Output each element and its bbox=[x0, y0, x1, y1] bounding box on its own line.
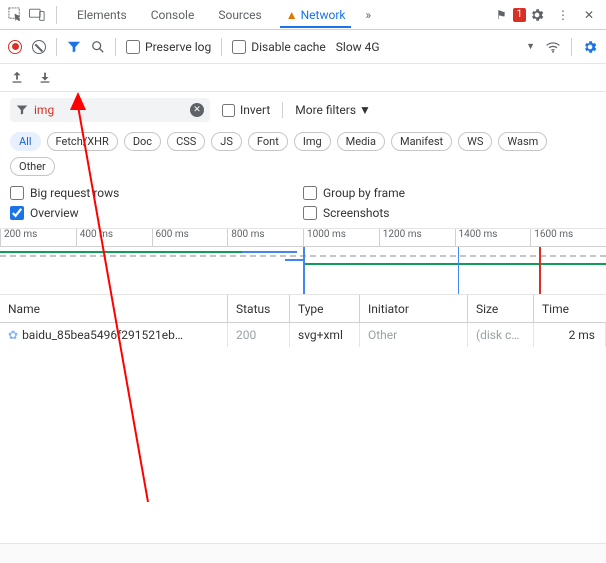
overview-timeline[interactable]: 200 ms400 ms600 ms800 ms1000 ms1200 ms14… bbox=[0, 229, 606, 295]
overview-label: Overview bbox=[30, 206, 79, 220]
tab-sources[interactable]: Sources bbox=[208, 2, 271, 27]
timeline-tick: 600 ms bbox=[152, 229, 228, 246]
issues-badge: 1 bbox=[513, 8, 527, 22]
cell-initiator: Other bbox=[360, 323, 468, 347]
warning-icon: ▲ bbox=[286, 8, 298, 22]
tab-elements[interactable]: Elements bbox=[67, 2, 137, 27]
clear-filter-icon[interactable]: ✕ bbox=[190, 103, 204, 117]
cell-size: (disk c… bbox=[468, 323, 534, 347]
throttling-label: Slow 4G bbox=[336, 40, 380, 54]
invert-checkbox[interactable]: Invert bbox=[222, 103, 270, 117]
timeline-tick: 1200 ms bbox=[379, 229, 455, 246]
big-rows-label: Big request rows bbox=[30, 186, 119, 200]
divider bbox=[571, 38, 572, 56]
clear-button[interactable] bbox=[32, 40, 46, 54]
tab-network[interactable]: ▲Network bbox=[276, 2, 356, 27]
chip-font[interactable]: Font bbox=[248, 132, 288, 151]
preserve-log-input[interactable] bbox=[126, 40, 140, 54]
timeline-tick: 200 ms bbox=[0, 229, 76, 246]
preserve-log-checkbox[interactable]: Preserve log bbox=[126, 40, 211, 54]
settings-gear-icon[interactable] bbox=[582, 39, 598, 55]
chip-doc[interactable]: Doc bbox=[124, 132, 161, 151]
preserve-log-label: Preserve log bbox=[145, 40, 211, 54]
divider bbox=[56, 38, 57, 56]
search-icon[interactable] bbox=[91, 40, 105, 54]
table-row[interactable]: ✿baidu_85bea5496f291521eb…200svg+xmlOthe… bbox=[0, 323, 606, 347]
group-frame-label: Group by frame bbox=[323, 186, 405, 200]
issues-indicator[interactable]: ⚑1 bbox=[500, 8, 522, 22]
screenshots-checkbox[interactable]: Screenshots bbox=[303, 206, 596, 220]
filter-input-container[interactable]: ✕ bbox=[10, 98, 210, 122]
cell-name: ✿baidu_85bea5496f291521eb… bbox=[0, 323, 228, 347]
chip-js[interactable]: JS bbox=[211, 132, 242, 151]
chip-all[interactable]: All bbox=[10, 132, 41, 151]
chip-ws[interactable]: WS bbox=[458, 132, 492, 151]
upload-har-icon[interactable] bbox=[10, 70, 24, 84]
more-tabs[interactable]: » bbox=[359, 8, 377, 22]
download-har-icon[interactable] bbox=[38, 70, 52, 84]
device-toolbar-icon[interactable] bbox=[28, 6, 46, 24]
throttling-select[interactable]: Slow 4G bbox=[336, 40, 380, 54]
big-rows-input[interactable] bbox=[10, 186, 24, 200]
chip-css[interactable]: CSS bbox=[167, 132, 205, 151]
chip-other[interactable]: Other bbox=[10, 157, 55, 176]
filter-funnel-icon bbox=[16, 104, 28, 116]
col-initiator[interactable]: Initiator bbox=[360, 295, 468, 322]
more-filters-button[interactable]: More filters ▼ bbox=[295, 103, 371, 117]
screenshots-input[interactable] bbox=[303, 206, 317, 220]
divider bbox=[115, 38, 116, 56]
gear-icon[interactable] bbox=[526, 7, 548, 23]
overview-input[interactable] bbox=[10, 206, 24, 220]
divider bbox=[221, 38, 222, 56]
tab-network-label: Network bbox=[301, 8, 346, 22]
timeline-tick: 800 ms bbox=[227, 229, 303, 246]
divider bbox=[282, 102, 283, 118]
screenshots-label: Screenshots bbox=[323, 206, 389, 220]
col-type[interactable]: Type bbox=[290, 295, 360, 322]
chip-media[interactable]: Media bbox=[337, 132, 385, 151]
more-filters-label: More filters bbox=[295, 103, 356, 117]
file-icon: ✿ bbox=[8, 328, 18, 342]
disable-cache-checkbox[interactable]: Disable cache bbox=[232, 40, 326, 54]
table-header: Name Status Type Initiator Size Time bbox=[0, 295, 606, 323]
chevron-down-icon: ▼ bbox=[359, 103, 371, 117]
timeline-tick: 1000 ms bbox=[303, 229, 379, 246]
cell-time: 2 ms bbox=[534, 323, 606, 347]
chip-wasm[interactable]: Wasm bbox=[498, 132, 547, 151]
col-status[interactable]: Status bbox=[228, 295, 290, 322]
filter-toggle-icon[interactable] bbox=[67, 40, 81, 54]
timeline-tick: 1600 ms bbox=[530, 229, 606, 246]
invert-input[interactable] bbox=[222, 104, 235, 117]
invert-label: Invert bbox=[240, 103, 270, 117]
overview-checkbox[interactable]: Overview bbox=[10, 206, 303, 220]
kebab-menu-icon[interactable]: ⋮ bbox=[552, 8, 574, 22]
throttling-caret-icon[interactable]: ▼ bbox=[526, 41, 535, 52]
disable-cache-input[interactable] bbox=[232, 40, 246, 54]
record-button[interactable] bbox=[8, 40, 22, 54]
timeline-tick: 400 ms bbox=[76, 229, 152, 246]
divider bbox=[56, 6, 57, 24]
col-name[interactable]: Name bbox=[0, 295, 228, 322]
tab-console[interactable]: Console bbox=[141, 2, 205, 27]
col-time[interactable]: Time bbox=[534, 295, 606, 322]
col-size[interactable]: Size bbox=[468, 295, 534, 322]
group-frame-checkbox[interactable]: Group by frame bbox=[303, 186, 596, 200]
status-bar bbox=[0, 543, 606, 563]
wifi-icon[interactable] bbox=[545, 40, 561, 54]
select-element-icon[interactable] bbox=[6, 6, 24, 24]
filter-input[interactable] bbox=[34, 103, 190, 117]
close-icon[interactable]: ✕ bbox=[578, 8, 600, 22]
disable-cache-label: Disable cache bbox=[251, 40, 326, 54]
big-rows-checkbox[interactable]: Big request rows bbox=[10, 186, 303, 200]
chip-manifest[interactable]: Manifest bbox=[391, 132, 452, 151]
group-frame-input[interactable] bbox=[303, 186, 317, 200]
chip-img[interactable]: Img bbox=[294, 132, 331, 151]
chip-fetch-xhr[interactable]: Fetch/XHR bbox=[47, 132, 118, 151]
cell-status: 200 bbox=[228, 323, 290, 347]
timeline-tick: 1400 ms bbox=[455, 229, 531, 246]
cell-type: svg+xml bbox=[290, 323, 360, 347]
